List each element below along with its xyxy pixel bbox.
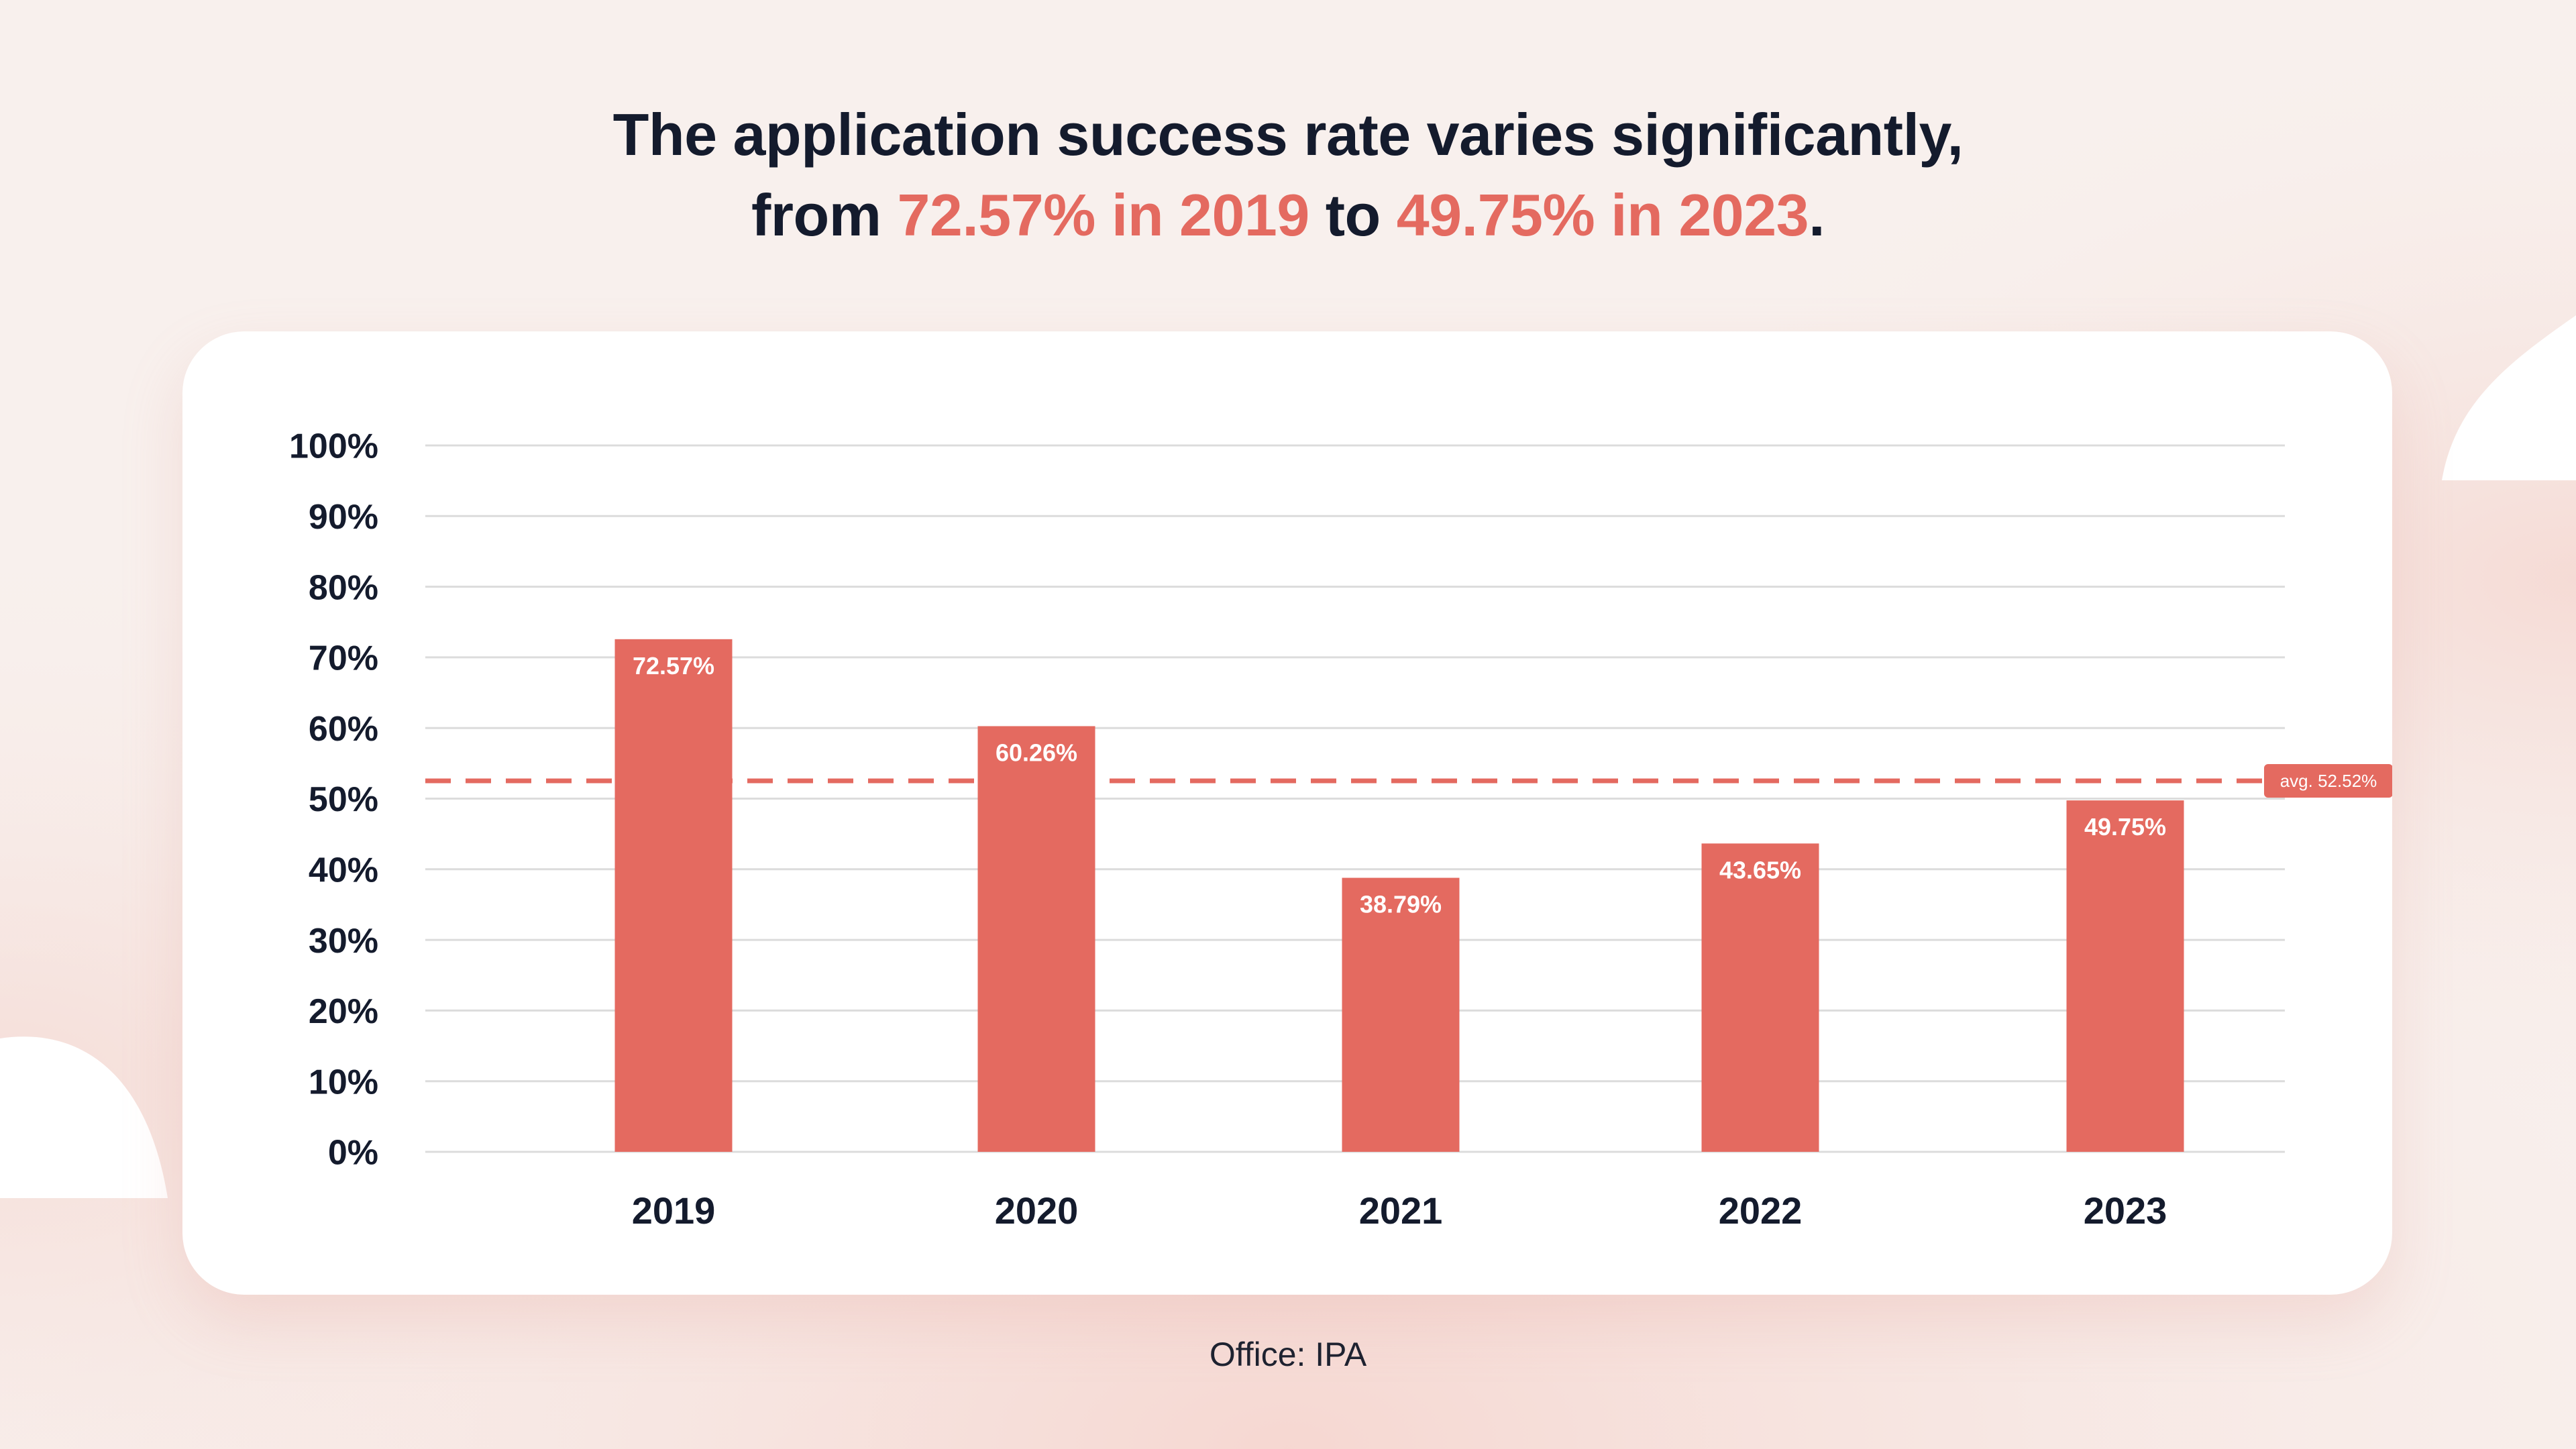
headline-line-2: from 72.57% in 2019 to 49.75% in 2023. (0, 181, 2576, 250)
bar-chart: 0% 10% 20% 30% 40% 50% 60% 70% 80% 90% 100% 72.57% 2… (289, 427, 2392, 1232)
bar (1342, 877, 1460, 1152)
headline-highlight-end: 49.75% in 2023 (1396, 182, 1809, 248)
bar-value-label: 43.65% (1719, 856, 1801, 883)
y-tick-label: 80% (309, 568, 378, 607)
y-tick-label: 30% (309, 922, 378, 961)
y-tick-label: 40% (309, 851, 378, 890)
x-tick-label: 2022 (1719, 1189, 1803, 1232)
x-tick-label: 2020 (995, 1189, 1079, 1232)
bar (2066, 800, 2184, 1152)
bar-value-label: 38.79% (1360, 891, 1442, 918)
y-tick-label: 20% (309, 992, 378, 1031)
headline-line-1: The application success rate varies sign… (612, 101, 1964, 168)
x-tick-label: 2019 (632, 1189, 716, 1232)
x-tick-label: 2023 (2084, 1189, 2167, 1232)
x-tick-label: 2021 (1359, 1189, 1443, 1232)
chart-card: 0% 10% 20% 30% 40% 50% 60% 70% 80% 90% 100% 72.57% 2… (182, 331, 2392, 1295)
average-label: avg. 52.52% (2280, 771, 2377, 791)
average-tag (2264, 763, 2392, 798)
y-tick-label: 100% (289, 427, 378, 466)
y-tick-label: 70% (309, 639, 378, 678)
y-tick-label: 60% (309, 710, 378, 749)
bar-value-label: 49.75% (2084, 813, 2166, 841)
bar (614, 639, 733, 1152)
source-note: Office: IPA (1209, 1336, 1367, 1373)
y-tick-label: 50% (309, 780, 378, 819)
headline-highlight-start: 72.57% in 2019 (897, 182, 1309, 248)
bar (977, 726, 1095, 1152)
bar-value-label: 60.26% (996, 739, 1077, 766)
headline-middle: to (1309, 182, 1397, 248)
bar-value-label: 72.57% (633, 652, 714, 680)
bar (1701, 843, 1819, 1152)
headline-prefix: from (751, 182, 898, 248)
y-tick-label: 10% (309, 1063, 378, 1102)
headline-suffix: . (1809, 182, 1825, 248)
y-tick-label: 0% (328, 1134, 378, 1173)
y-tick-label: 90% (309, 498, 378, 537)
